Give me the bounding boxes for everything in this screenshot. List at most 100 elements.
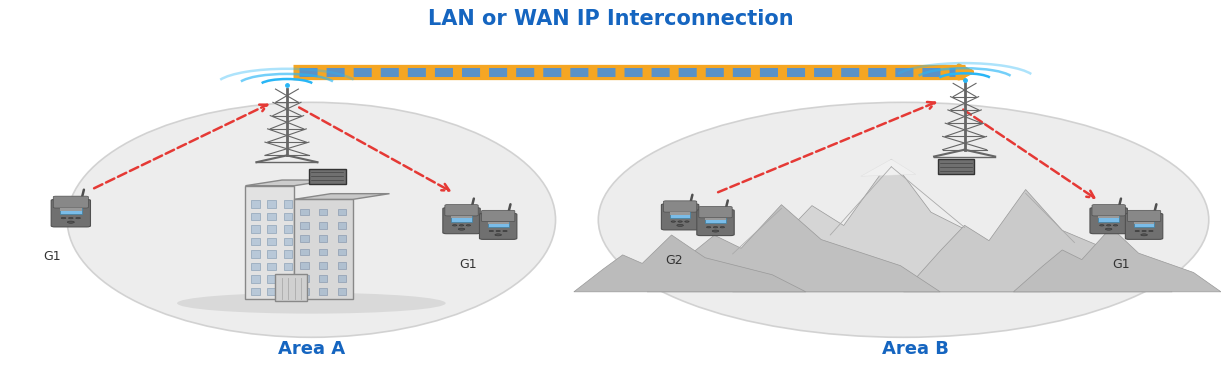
- Text: LAN or WAN IP Interconnection: LAN or WAN IP Interconnection: [427, 9, 794, 30]
- Polygon shape: [275, 274, 308, 301]
- FancyBboxPatch shape: [481, 210, 515, 222]
- FancyBboxPatch shape: [487, 222, 509, 227]
- Polygon shape: [245, 180, 331, 186]
- FancyBboxPatch shape: [252, 263, 260, 270]
- FancyBboxPatch shape: [338, 249, 347, 255]
- FancyBboxPatch shape: [51, 199, 90, 227]
- FancyBboxPatch shape: [1090, 208, 1127, 234]
- FancyBboxPatch shape: [319, 222, 327, 229]
- FancyBboxPatch shape: [319, 262, 327, 269]
- Polygon shape: [861, 159, 916, 176]
- FancyBboxPatch shape: [938, 159, 974, 174]
- FancyBboxPatch shape: [252, 213, 260, 220]
- FancyBboxPatch shape: [300, 275, 309, 282]
- FancyBboxPatch shape: [283, 200, 292, 208]
- FancyBboxPatch shape: [60, 208, 82, 211]
- Circle shape: [1136, 230, 1139, 232]
- FancyBboxPatch shape: [300, 249, 309, 255]
- Circle shape: [67, 221, 74, 223]
- Circle shape: [453, 225, 457, 226]
- Polygon shape: [294, 199, 353, 299]
- FancyBboxPatch shape: [1133, 222, 1155, 227]
- FancyBboxPatch shape: [662, 204, 698, 230]
- Circle shape: [503, 230, 507, 232]
- Circle shape: [76, 218, 81, 219]
- Ellipse shape: [177, 293, 446, 314]
- FancyBboxPatch shape: [300, 288, 309, 295]
- FancyBboxPatch shape: [663, 201, 697, 212]
- FancyBboxPatch shape: [669, 212, 691, 218]
- Circle shape: [678, 221, 683, 222]
- Circle shape: [1142, 230, 1147, 232]
- FancyBboxPatch shape: [480, 213, 516, 240]
- FancyBboxPatch shape: [283, 263, 292, 270]
- FancyBboxPatch shape: [283, 275, 292, 283]
- Circle shape: [1105, 228, 1112, 230]
- FancyBboxPatch shape: [338, 262, 347, 269]
- Circle shape: [458, 228, 465, 230]
- FancyBboxPatch shape: [1098, 216, 1120, 218]
- FancyBboxPatch shape: [443, 208, 480, 234]
- Circle shape: [672, 221, 675, 222]
- FancyBboxPatch shape: [319, 275, 327, 282]
- Text: G1: G1: [459, 258, 476, 271]
- FancyBboxPatch shape: [267, 225, 276, 233]
- Polygon shape: [1013, 227, 1221, 292]
- Circle shape: [1114, 225, 1117, 226]
- FancyBboxPatch shape: [705, 218, 726, 220]
- FancyBboxPatch shape: [252, 238, 260, 245]
- Circle shape: [676, 224, 684, 226]
- Circle shape: [61, 218, 66, 219]
- FancyBboxPatch shape: [267, 250, 276, 258]
- FancyBboxPatch shape: [54, 196, 88, 208]
- Ellipse shape: [67, 102, 556, 337]
- FancyBboxPatch shape: [252, 200, 260, 208]
- FancyBboxPatch shape: [252, 288, 260, 295]
- Circle shape: [1149, 230, 1153, 232]
- Circle shape: [490, 230, 493, 232]
- Circle shape: [495, 234, 502, 236]
- Circle shape: [1140, 234, 1148, 236]
- Polygon shape: [904, 190, 1172, 292]
- FancyBboxPatch shape: [283, 238, 292, 245]
- FancyBboxPatch shape: [1098, 216, 1120, 221]
- Text: G1: G1: [44, 250, 61, 263]
- Ellipse shape: [598, 102, 1209, 337]
- FancyBboxPatch shape: [338, 208, 347, 215]
- Polygon shape: [294, 194, 389, 199]
- Circle shape: [1100, 225, 1104, 226]
- FancyBboxPatch shape: [338, 222, 347, 229]
- FancyBboxPatch shape: [283, 250, 292, 258]
- Circle shape: [68, 218, 73, 219]
- Polygon shape: [245, 186, 294, 299]
- FancyBboxPatch shape: [319, 208, 327, 215]
- FancyBboxPatch shape: [283, 225, 292, 233]
- Circle shape: [459, 225, 464, 226]
- FancyBboxPatch shape: [451, 216, 473, 218]
- FancyBboxPatch shape: [1133, 222, 1155, 224]
- FancyBboxPatch shape: [300, 235, 309, 242]
- Circle shape: [685, 221, 689, 222]
- Polygon shape: [574, 235, 806, 292]
- FancyBboxPatch shape: [319, 288, 327, 295]
- FancyBboxPatch shape: [252, 275, 260, 283]
- FancyBboxPatch shape: [267, 238, 276, 245]
- FancyBboxPatch shape: [300, 208, 309, 215]
- Circle shape: [713, 227, 718, 228]
- FancyBboxPatch shape: [444, 205, 479, 216]
- Circle shape: [720, 227, 724, 228]
- FancyBboxPatch shape: [300, 222, 309, 229]
- Polygon shape: [733, 159, 1050, 292]
- Text: Area A: Area A: [278, 340, 344, 358]
- FancyBboxPatch shape: [669, 212, 691, 215]
- Polygon shape: [647, 205, 940, 292]
- FancyBboxPatch shape: [267, 200, 276, 208]
- FancyBboxPatch shape: [338, 288, 347, 295]
- FancyBboxPatch shape: [283, 213, 292, 220]
- FancyBboxPatch shape: [487, 222, 509, 224]
- Text: G2: G2: [665, 254, 683, 267]
- FancyBboxPatch shape: [705, 218, 726, 223]
- FancyBboxPatch shape: [252, 250, 260, 258]
- FancyBboxPatch shape: [283, 288, 292, 295]
- FancyBboxPatch shape: [319, 235, 327, 242]
